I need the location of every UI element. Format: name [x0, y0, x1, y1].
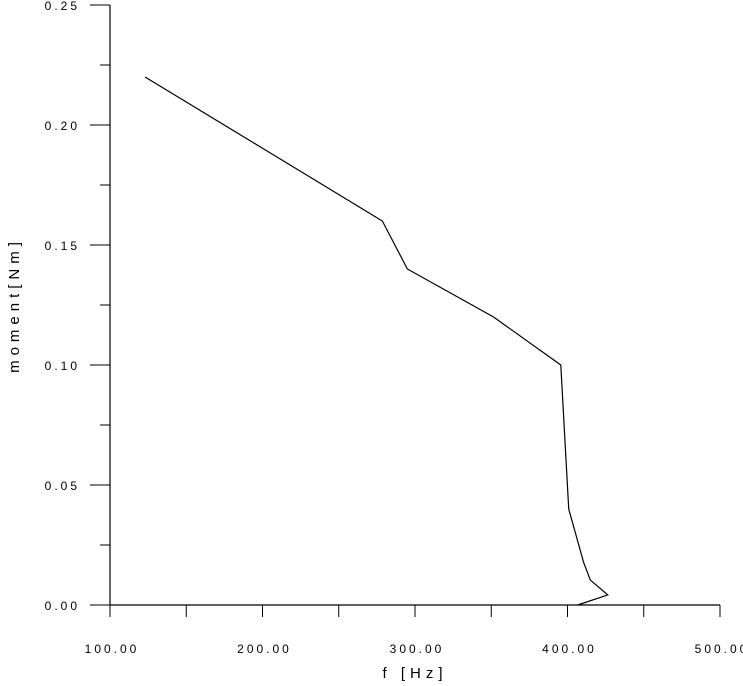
y-tick-label: 0.05	[45, 479, 80, 493]
x-tick-label: 500.00	[695, 642, 743, 656]
series-line	[144, 76, 609, 606]
x-axis-label: f [Hz]	[382, 665, 447, 682]
x-tick-label: 200.00	[237, 642, 292, 656]
x-tick-label: 400.00	[542, 642, 597, 656]
y-axis-label: moment[Nm]	[6, 237, 23, 373]
y-tick-label: 0.20	[45, 119, 80, 133]
ticks: 0.00 0.05 0.10 0.15 0.20 0.25 100.00 200.00 300.…	[45, 0, 743, 656]
y-tick-label: 0.10	[45, 359, 80, 373]
y-tick-label: 0.15	[45, 239, 80, 253]
x-tick-label: 100.00	[85, 642, 140, 656]
series-line-group	[144, 76, 609, 606]
y-tick-label: 0.00	[45, 599, 80, 613]
axes	[109, 5, 720, 606]
x-tick-label: 300.00	[390, 642, 445, 656]
y-tick-label: 0.25	[45, 0, 80, 13]
